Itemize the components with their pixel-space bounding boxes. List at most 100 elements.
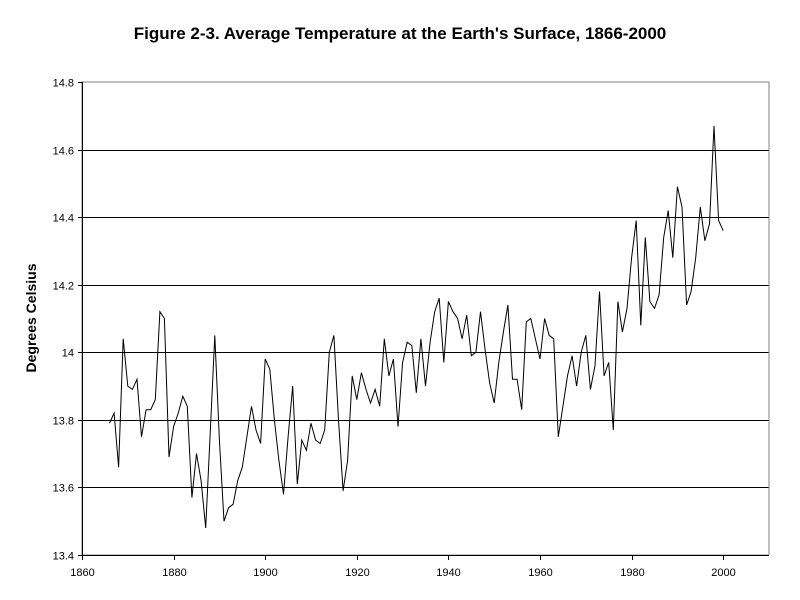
data-point (425, 385, 427, 387)
data-point (695, 257, 697, 259)
data-point (384, 338, 386, 340)
x-axis: 1860 1880 1900 1920 1940 1960 1980 2000 (70, 555, 769, 579)
y-axis-label: Degrees Celsius (23, 263, 39, 372)
data-point (118, 466, 120, 468)
data-point (718, 220, 720, 222)
data-point (663, 237, 665, 239)
data-point (599, 291, 601, 293)
data-point (722, 230, 724, 232)
data-point (558, 436, 560, 438)
data-point (617, 301, 619, 303)
data-point (438, 297, 440, 299)
data-point (246, 436, 248, 438)
data-point (713, 125, 715, 127)
data-point (351, 375, 353, 377)
data-point (681, 206, 683, 208)
data-point (109, 422, 111, 424)
y-tick-label: 14 (62, 348, 74, 360)
series-group (109, 125, 724, 529)
data-point (177, 412, 179, 414)
data-point (228, 507, 230, 509)
data-point (365, 389, 367, 391)
data-point (635, 220, 637, 222)
data-point (269, 368, 271, 370)
data-point (535, 338, 537, 340)
data-point (205, 527, 207, 529)
x-tick-label: 1860 (70, 567, 94, 579)
data-point (388, 375, 390, 377)
data-point (562, 406, 564, 408)
data-point (626, 308, 628, 310)
data-point (347, 460, 349, 462)
data-point (287, 436, 289, 438)
data-point (379, 406, 381, 408)
data-point (122, 338, 124, 340)
x-tick-label: 1980 (620, 567, 644, 579)
data-point (704, 240, 706, 242)
data-point (159, 311, 161, 313)
data-point (223, 520, 225, 522)
data-point (420, 338, 422, 340)
data-point (677, 186, 679, 188)
data-point (645, 237, 647, 239)
data-point (242, 466, 244, 468)
data-point (548, 335, 550, 337)
data-point (113, 412, 115, 414)
data-point (209, 433, 211, 435)
data-point (576, 385, 578, 387)
data-point (315, 439, 317, 441)
data-point (544, 318, 546, 320)
y-tick-label: 14.2 (53, 281, 74, 293)
data-point (585, 335, 587, 337)
data-point (200, 480, 202, 482)
data-point (141, 436, 143, 438)
data-point (397, 426, 399, 428)
data-point (370, 402, 372, 404)
data-point (475, 352, 477, 354)
data-point (461, 338, 463, 340)
data-point (700, 206, 702, 208)
data-point (690, 291, 692, 293)
x-tick-label: 1920 (345, 567, 369, 579)
data-point (333, 335, 335, 337)
data-point (526, 321, 528, 323)
data-point (503, 331, 505, 333)
data-point (443, 362, 445, 364)
data-point (434, 311, 436, 313)
data-point (539, 358, 541, 360)
data-point (466, 314, 468, 316)
data-point (507, 304, 509, 306)
data-point (521, 409, 523, 411)
x-tick-label: 1880 (162, 567, 186, 579)
data-point (274, 419, 276, 421)
data-point (480, 311, 482, 313)
y-axis: 13.4 13.6 13.8 14 14.2 14.4 14.6 14.8 (53, 78, 83, 563)
data-point (471, 355, 473, 357)
data-point (448, 301, 450, 303)
data-point (182, 395, 184, 397)
data-point (214, 335, 216, 337)
x-tick-label: 2000 (711, 567, 735, 579)
data-point (393, 358, 395, 360)
x-tick-label: 1960 (528, 567, 552, 579)
data-point (622, 331, 624, 333)
y-tick-label: 13.4 (53, 551, 74, 563)
y-tick-label: 13.6 (53, 483, 74, 495)
data-point (571, 355, 573, 357)
data-point (319, 443, 321, 445)
data-point (361, 372, 363, 374)
data-point (411, 345, 413, 347)
data-point (672, 257, 674, 259)
series-line (109, 125, 724, 529)
data-point (278, 460, 280, 462)
data-point (667, 210, 669, 212)
data-point (489, 382, 491, 384)
data-point (136, 379, 138, 381)
data-point (356, 399, 358, 401)
data-point (686, 304, 688, 306)
y-tick-label: 14.4 (53, 213, 74, 225)
data-point (416, 392, 418, 394)
data-point (251, 406, 253, 408)
data-point (297, 483, 299, 485)
x-tick-label: 1940 (436, 567, 460, 579)
